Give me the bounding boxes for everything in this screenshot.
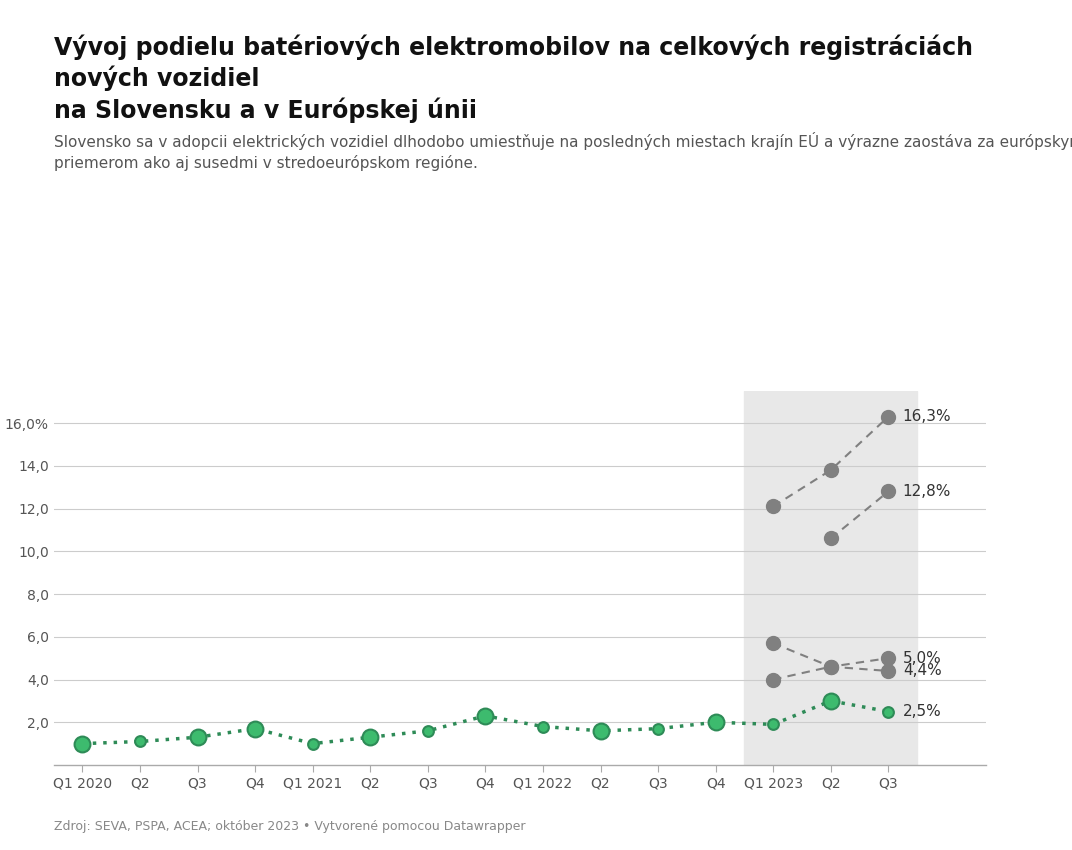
Text: 12,8%: 12,8%: [903, 484, 951, 499]
Point: [247, 722, 264, 735]
Point: [477, 709, 494, 722]
Text: 2,5%: 2,5%: [903, 704, 941, 719]
Point: [822, 694, 839, 708]
Point: [708, 716, 725, 729]
Point: [189, 730, 206, 744]
Point: [592, 724, 609, 738]
Text: 16,3%: 16,3%: [903, 409, 951, 424]
Point: [764, 717, 781, 731]
Point: [132, 734, 149, 748]
Point: [304, 737, 322, 751]
Text: Zdroj: SEVA, PSPA, ACEA; október 2023 • Vytvorené pomocou Datawrapper: Zdroj: SEVA, PSPA, ACEA; október 2023 • …: [54, 820, 525, 833]
Bar: [744, 391, 918, 765]
Text: Vývoj podielu batériových elektromobilov na celkových registráciách nových vozid: Vývoj podielu batériových elektromobilov…: [54, 34, 972, 122]
Point: [880, 705, 897, 718]
Point: [650, 722, 667, 735]
Point: [361, 730, 378, 744]
Text: 4,4%: 4,4%: [903, 664, 941, 678]
Text: Slovensko sa v adopcii elektrických vozidiel dlhodobo umiestňuje na posledných m: Slovensko sa v adopcii elektrických vozi…: [54, 132, 1072, 171]
Point: [74, 737, 91, 751]
Text: 5,0%: 5,0%: [903, 650, 941, 666]
Point: [419, 724, 436, 738]
Point: [534, 720, 551, 734]
